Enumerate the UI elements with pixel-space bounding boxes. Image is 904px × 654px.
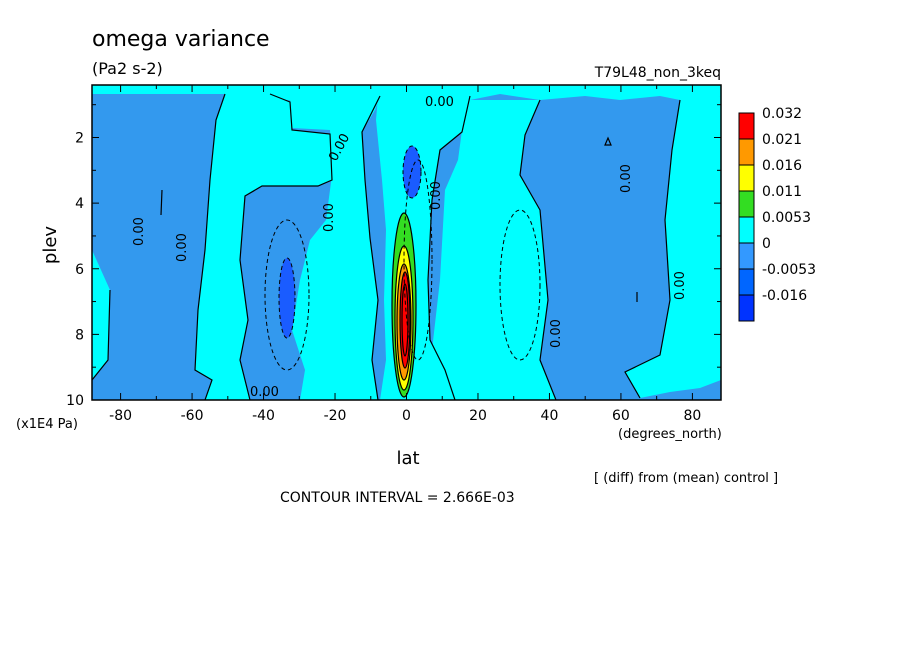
colorbar-swatch [738,164,755,192]
run-label: T79L48_non_3keq [594,65,721,81]
colorbar-label: 0.021 [762,132,802,148]
contour-label: 0.00 [549,319,564,348]
min-equatorial-upper [403,146,421,198]
colorbar: 0.032 0.021 0.016 0.011 0.0053 0 -0.0053 -0.016 [738,106,816,322]
colorbar-label: -0.0053 [762,262,816,278]
y-axis: 2 4 6 8 10 [66,104,721,409]
y-axis-label: plev [40,226,61,265]
chart-title: omega variance [92,27,270,52]
y-axis-units: (x1E4 Pa) [16,417,78,432]
y-tick-label: 6 [75,262,84,278]
zero-band-arctic [625,96,721,398]
zero-band-south [195,94,332,400]
colorbar-swatch [738,268,755,296]
contour-label: 0.00 [250,385,279,400]
contour-field: 0.00 0.00 0.00 0.00 0.00 0.00 0.00 0.00 … [92,85,721,400]
units-label: (Pa2 s-2) [92,59,163,78]
colorbar-swatch [738,294,755,322]
min-southern [279,258,295,338]
colorbar-label: 0.016 [762,158,802,174]
colorbar-swatch [738,138,755,166]
contour-label: 0.00 [175,233,190,262]
colorbar-swatch [738,242,755,270]
x-tick-label: 20 [469,408,487,424]
colorbar-label: 0.032 [762,106,802,122]
zero-band-antarctic [92,250,110,380]
colorbar-swatch [738,112,755,140]
x-tick-label: 80 [683,408,701,424]
x-axis: -80 -60 -40 -20 0 20 40 60 80 [109,85,701,424]
colorbar-label: -0.016 [762,288,807,304]
contour-lines-solid [92,93,681,400]
x-tick-label: 40 [541,408,559,424]
zero-band-top [92,85,721,102]
x-axis-units: (degrees_north) [618,427,722,442]
x-tick-label: -60 [181,408,204,424]
zero-band-mid [290,96,380,400]
contour-interval: CONTOUR INTERVAL = 2.666E-03 [280,490,515,506]
colorbar-swatch [738,190,755,218]
contour-label: 0.00 [322,203,337,232]
x-tick-label: 60 [612,408,630,424]
zero-band-north [432,100,556,400]
x-tick-label: -20 [324,408,347,424]
colorbar-label: 0 [762,236,771,252]
x-tick-label: 0 [402,408,411,424]
colorbar-swatch [738,216,755,244]
x-tick-label: -40 [252,408,275,424]
y-tick-label: 10 [66,393,84,409]
diff-note: [ (diff) from (mean) control ] [594,471,778,486]
contour-label: 0.00 [429,181,444,210]
contour-label: 0.00 [425,95,454,110]
contour-label: 0.00 [619,164,634,193]
colorbar-label: 0.011 [762,184,802,200]
y-tick-label: 8 [75,327,84,343]
contour-label: 0.00 [673,271,688,300]
y-tick-label: 4 [75,196,84,212]
x-axis-label: lat [396,448,419,469]
contour-label: 0.00 [132,217,147,246]
colorbar-label: 0.0053 [762,210,811,226]
contour-lines-dashed [264,145,541,371]
y-tick-label: 2 [75,131,84,147]
x-tick-label: -80 [109,408,132,424]
